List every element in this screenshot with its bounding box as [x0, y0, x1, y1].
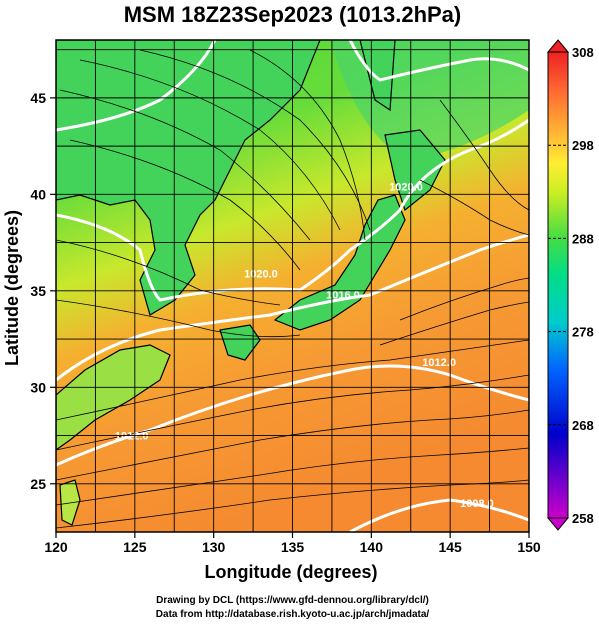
colorbar-max-arrow [546, 39, 570, 53]
chart-title: MSM 18Z23Sep2023 (1013.2hPa) [123, 2, 462, 27]
land-masses [56, 40, 446, 526]
x-tick-label: 130 [202, 539, 226, 555]
y-tick-label: 45 [30, 90, 46, 106]
isobar-north-west [56, 40, 217, 132]
isobar-1016 [56, 233, 529, 382]
y-tick-label: 35 [30, 283, 46, 299]
china-coast [56, 344, 171, 451]
asian-continent [56, 40, 321, 316]
colorbar-ticks: 258 268 278 288 298 308 [548, 45, 594, 526]
colorbar-min-arrow [546, 517, 570, 531]
isobar-1012 [56, 364, 529, 467]
y-tick-label: 25 [30, 476, 46, 492]
contour-label: 1020.0 [244, 268, 278, 280]
x-tick-label: 145 [438, 539, 462, 555]
taiwan [59, 479, 81, 526]
credit-data: Data from http://database.rish.kyoto-u.a… [155, 609, 430, 620]
contour-label: 1012.0 [115, 430, 149, 442]
contour-label: 1008.0 [460, 498, 494, 510]
y-tick-label: 40 [30, 186, 46, 202]
colorbar-tick-label: 278 [572, 325, 594, 340]
x-tick-label: 150 [517, 539, 541, 555]
contour-label: 1016.0 [326, 290, 360, 302]
x-axis-label: Longitude (degrees) [204, 562, 377, 582]
credit-drawing: Drawing by DCL (https://www.gfd-dennou.o… [156, 595, 429, 606]
colorbar-tick-label: 298 [572, 138, 594, 153]
y-axis-ticks: 25 30 35 40 45 [30, 90, 56, 492]
colorbar-tick-label: 288 [572, 231, 594, 246]
x-tick-label: 120 [44, 539, 68, 555]
x-tick-label: 135 [281, 539, 305, 555]
credits: Drawing by DCL (https://www.gfd-dennou.o… [0, 594, 585, 622]
contour-labels: 1020.0 1020.0 1016.0 1012.0 1012.0 1008.0 [115, 181, 494, 509]
colorbar: 258 268 278 288 298 308 [546, 39, 594, 531]
graticule [56, 40, 529, 532]
isobar-1020 [56, 118, 529, 302]
colorbar-tick-label: 258 [572, 511, 594, 526]
colorbar-tick-label: 308 [572, 45, 594, 60]
x-axis-ticks: 120 125 130 135 140 145 150 [44, 532, 541, 555]
y-axis-label: Latitude (degrees) [2, 210, 22, 366]
sakhalin [359, 40, 396, 112]
x-tick-label: 125 [123, 539, 147, 555]
isobar-north-east [348, 40, 529, 82]
honshu [273, 194, 406, 331]
contour-label: 1020.0 [389, 181, 423, 193]
colorbar-tick-label: 268 [572, 418, 594, 433]
y-tick-label: 30 [30, 379, 46, 395]
hokkaido [384, 129, 446, 212]
x-tick-label: 140 [360, 539, 384, 555]
contour-label: 1012.0 [422, 357, 456, 369]
colorbar-bar [547, 51, 569, 519]
